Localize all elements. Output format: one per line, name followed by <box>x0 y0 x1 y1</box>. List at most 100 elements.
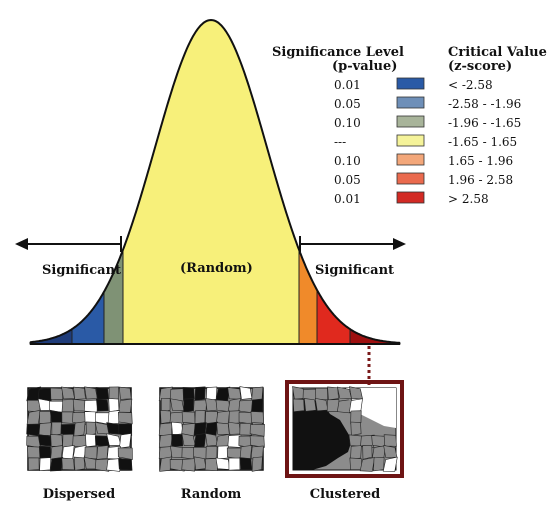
legend-swatch-2 <box>396 115 425 128</box>
map-cell <box>158 433 173 448</box>
map-cell <box>251 386 264 402</box>
right-significant-label: Significant <box>315 263 394 278</box>
map-cell <box>215 399 231 412</box>
curve-outline <box>29 18 401 344</box>
clustered-map <box>285 380 404 478</box>
map-cell <box>205 445 218 460</box>
map-cell <box>194 410 206 425</box>
map-cell <box>326 399 340 412</box>
legend-pvalue-5: 0.05 <box>334 173 361 187</box>
map-cell <box>215 410 230 425</box>
map-cell <box>314 398 329 412</box>
legend-zscore-6: > 2.58 <box>448 192 489 206</box>
map-cell <box>117 447 133 460</box>
legend-swatch-0 <box>396 77 425 90</box>
map-cell <box>350 445 362 460</box>
map-cell <box>118 386 132 400</box>
map-cell <box>250 411 264 424</box>
map-cell <box>227 387 242 400</box>
map-cell <box>215 457 231 470</box>
legend-pvalue-1: 0.05 <box>334 97 361 111</box>
legend-pvalue-4: 0.10 <box>334 154 361 168</box>
random-map <box>158 386 265 472</box>
map-cell <box>160 410 172 424</box>
map-cell <box>26 409 41 425</box>
map-cell <box>227 434 242 448</box>
legend-header-significance: Significance Level <box>272 45 404 60</box>
map-cell <box>249 435 265 448</box>
map-cell <box>217 445 229 460</box>
map-cell <box>183 398 194 413</box>
map-cell <box>96 445 109 460</box>
center-random-label: (Random) <box>180 261 253 276</box>
map-cell <box>336 399 353 414</box>
map-cell <box>350 421 362 436</box>
map-cell <box>315 387 328 401</box>
map-cell <box>50 434 63 447</box>
map-cell <box>50 387 64 401</box>
map-cell <box>85 421 97 437</box>
map-cell <box>39 445 52 459</box>
map-cell <box>327 386 339 401</box>
map-cell <box>349 398 363 413</box>
map-cell <box>94 421 110 435</box>
map-cell <box>96 398 109 412</box>
map-cell <box>239 422 253 436</box>
legend-header-pvalue: (p-value) <box>332 59 397 74</box>
map-cell <box>94 458 110 472</box>
map-cell <box>73 386 86 400</box>
map-cell <box>383 434 397 447</box>
legend-swatch-4 <box>396 153 425 166</box>
map-cell <box>350 410 362 425</box>
map-cell <box>39 457 52 472</box>
map-cell <box>119 433 132 449</box>
map-cell <box>194 386 206 402</box>
map-cell <box>51 421 62 437</box>
map-cell <box>349 457 363 470</box>
map-cell <box>359 457 375 472</box>
map-cell <box>193 433 207 449</box>
map-cell <box>292 398 305 412</box>
map-cell <box>238 412 253 425</box>
map-cell <box>61 457 75 471</box>
legend-pvalue-2: 0.10 <box>334 116 361 130</box>
map-cell <box>228 457 241 471</box>
map-cell <box>171 434 184 448</box>
map-cell <box>95 387 110 400</box>
map-cell <box>360 434 375 449</box>
left-arrow <box>15 236 122 252</box>
legend-header-zscore: (z-score) <box>448 59 512 74</box>
map-cell <box>170 398 185 411</box>
legend-swatch-5 <box>396 172 425 185</box>
legend-swatch-1 <box>396 96 425 109</box>
map-cell <box>118 458 133 471</box>
legend-zscore-3: -1.65 - 1.65 <box>448 135 517 149</box>
map-cell <box>216 422 230 435</box>
legend-zscore-0: < -2.58 <box>448 78 493 92</box>
map-cell <box>27 446 41 459</box>
map-cell <box>373 457 385 472</box>
map-cell <box>118 423 133 436</box>
map-cell <box>193 456 207 471</box>
legend-swatch-3 <box>396 134 425 147</box>
map-cell <box>383 445 398 458</box>
map-cell <box>239 445 253 460</box>
map-cell <box>85 433 97 448</box>
map-cell <box>349 386 363 400</box>
map-cell <box>84 386 98 400</box>
map-cell <box>251 456 263 472</box>
map-cell <box>238 399 254 414</box>
map-cell <box>228 410 241 425</box>
map-cell <box>61 386 75 400</box>
left-significant-label: Significant <box>42 263 121 278</box>
map-cell <box>28 457 40 471</box>
map-cell <box>204 458 219 471</box>
bell-curve <box>29 18 401 345</box>
map-cell <box>117 411 133 425</box>
map-cell <box>182 387 195 401</box>
map-cell <box>38 422 52 436</box>
right-arrow <box>299 236 406 252</box>
map-cell <box>239 386 253 400</box>
legend-header-critical: Critical Value <box>448 45 547 60</box>
